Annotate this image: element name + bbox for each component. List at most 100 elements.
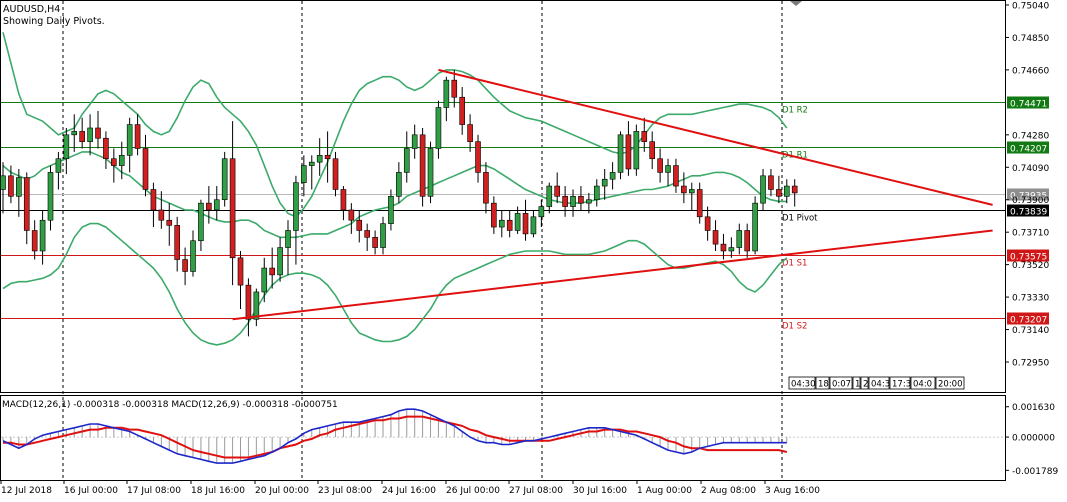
bear-candle [269,267,275,276]
period-button[interactable] [935,376,965,390]
price-tag-text: 0.74207 [1010,145,1047,155]
bear-candle [150,189,157,211]
price-tick-label: 0.73900 [1012,196,1049,206]
bull-candle [665,165,671,173]
price-tag-text: 0.73207 [1010,316,1047,326]
period-button-label: 18: [818,380,832,390]
bear-candle [641,131,648,142]
price-tag [1007,312,1049,325]
time-tick-label: 24 Jul 16:00 [382,486,436,496]
trendlines[interactable] [232,68,993,321]
pivot-label: D1 Pivot [782,214,818,224]
period-button-label: 04:30 [791,380,816,390]
period-button-label: 20:00 [938,380,963,390]
candlesticks[interactable] [0,69,798,337]
price-tick-label: 0.74850 [1012,34,1049,44]
bull-candle [63,134,70,160]
pivot-info: Showing Daily Pivots. [3,16,105,27]
period-button-label: 2 [863,380,868,390]
pivot-label: D1 R2 [782,106,808,116]
bull-candle [0,175,6,190]
pivot-levels: D1 R2 0.74471 D1 R1 0.74207 D1 Pivot 0.73839 D… [1,96,1049,332]
bear-candle [111,158,117,166]
bear-candle [744,230,750,252]
period-button[interactable] [852,376,861,390]
time-tick-label: 20 Jul 00:00 [255,486,309,496]
bear-candle [95,127,101,139]
bear-candle [356,219,363,231]
symbol-timeframe: AUDUSD,H4 [3,4,60,15]
price-tick-label: 0.75040 [1012,2,1049,12]
time-tick-label: 16 Jul 00:00 [64,486,118,496]
macd-axis: 0.001630 0.000000 -0.001789 [1005,403,1058,477]
price-tick-label: 0.74090 [1012,164,1049,174]
bull-candle [380,223,386,248]
period-button[interactable] [910,376,936,390]
bull-candle [586,199,592,204]
bear-candle [206,202,212,211]
time-tick-label: 26 Jul 00:00 [446,486,500,496]
main-panel-frame [0,0,1006,393]
bear-candle [768,175,774,190]
bull-candle [403,148,410,173]
bear-candle [174,225,180,260]
bollinger-bands [2,32,788,346]
macd-tick-label: 0.000000 [1012,434,1055,444]
current-price-text: 0.73935 [1010,192,1047,202]
price-tag [1007,249,1049,262]
bull-candle [443,79,450,108]
chart-shift-marker[interactable] [790,1,802,6]
bull-candle [198,202,204,242]
bull-candle [570,196,576,207]
period-button[interactable] [815,376,830,390]
price-tag [1007,204,1049,217]
bear-candle [578,196,584,204]
bull-candle [118,155,125,166]
time-tick-label: 1 Aug 00:00 [637,486,692,496]
bear-candle [506,219,513,231]
trendline [438,68,993,206]
bull-candle [87,127,93,142]
price-tag-text: 0.73575 [1010,253,1047,263]
price-tick-label: 0.74280 [1012,131,1049,141]
bull-candle [760,175,766,204]
bull-candle [221,158,228,201]
bear-candle [483,172,489,204]
bull-candle [253,291,260,320]
bull-candle [388,196,394,224]
macd-label: MACD(12,26,1) -0.000318 -0.000318 MACD(1… [2,400,338,410]
bull-candle [617,134,624,173]
bear-candle [791,185,798,194]
bull-candle [601,178,608,187]
bear-candle [23,177,30,231]
pivot-label: D1 R1 [782,151,808,161]
period-button[interactable] [868,376,890,390]
period-button[interactable] [860,376,869,390]
period-button[interactable] [889,376,911,390]
period-buttons[interactable]: 04:30 18: 0:07 1 2 04:3 17:3 04:0 20:00 [788,376,965,390]
bear-candle [712,230,719,245]
bull-candle [126,124,133,156]
period-button-label: 17:3 [892,380,911,390]
bull-candle [190,240,196,272]
bull-candle [783,185,790,197]
period-button-label: 04:0 [913,380,932,390]
period-button[interactable] [788,376,816,390]
bear-candle [8,175,14,197]
price-tag [1007,141,1049,154]
bull-candle [427,148,434,197]
bear-candle [324,155,331,160]
bollinger-middle [2,151,787,239]
current-price-tag [1007,188,1049,201]
price-axis: 0.75040 0.74850 0.74660 0.74280 0.74090 0.739… [1005,2,1049,369]
bear-candle [776,189,782,197]
bull-candle [396,172,402,197]
bear-candle [491,202,497,228]
period-button[interactable] [829,376,853,390]
macd-indicator [1,408,1005,464]
bear-candle [142,148,149,190]
bear-candle [696,189,703,218]
bull-candle [308,161,315,166]
bull-candle [546,185,553,207]
